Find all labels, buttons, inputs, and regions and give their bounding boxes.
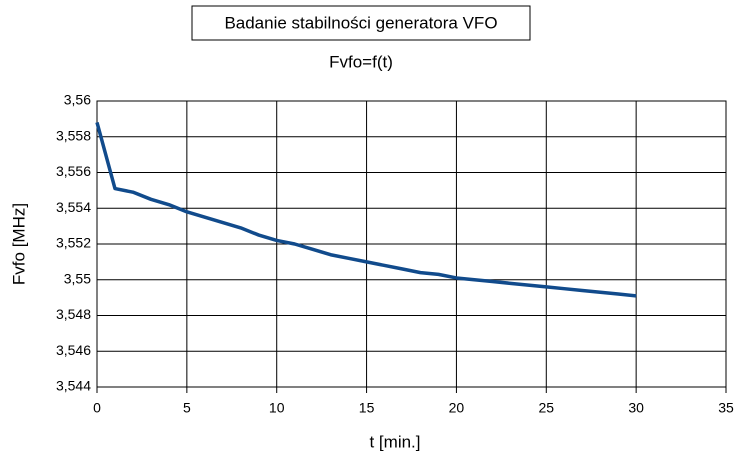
plot-border: [96, 100, 727, 388]
y-tick-label: 3,56: [64, 92, 91, 108]
y-tick-label: 3,548: [56, 306, 91, 322]
y-tick-label: 3,554: [56, 199, 91, 215]
y-tick-label: 3,546: [56, 342, 91, 358]
x-tick-label: 20: [449, 400, 465, 416]
chart-title: Badanie stabilności generatora VFO: [224, 13, 497, 32]
x-tick-label: 10: [269, 400, 285, 416]
data-line: [95, 121, 637, 298]
x-tick-label: 25: [538, 400, 554, 416]
x-tick-label: 35: [718, 400, 734, 416]
y-tick-label: 3,552: [56, 235, 91, 251]
y-tick-label: 3,558: [56, 127, 91, 143]
x-tick-label: 30: [628, 400, 644, 416]
y-tick-label: 3,556: [56, 163, 91, 179]
y-tick-label: 3,544: [56, 378, 91, 394]
y-tick-label: 3,55: [64, 270, 91, 286]
title-box: [191, 5, 531, 41]
x-tick-label: 5: [183, 400, 191, 416]
x-axis-label: t [min.]: [369, 432, 420, 451]
x-tick-label: 15: [359, 400, 375, 416]
x-tick-label: 0: [93, 400, 101, 416]
chart-subtitle: Fvfo=f(t): [329, 52, 393, 71]
y-axis-label: Fvfo [MHz]: [9, 203, 28, 285]
